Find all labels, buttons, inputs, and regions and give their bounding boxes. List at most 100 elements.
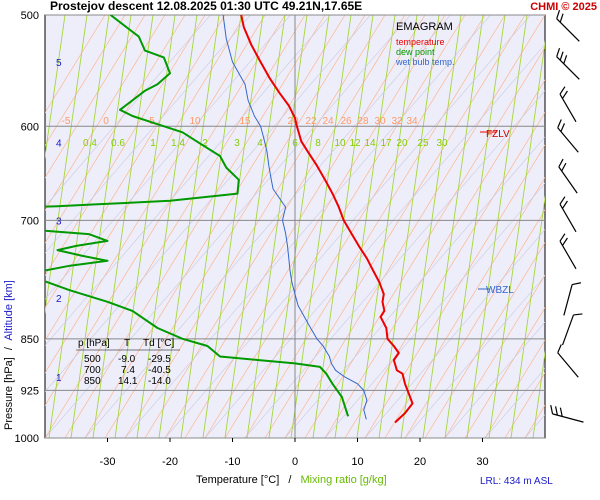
dry-adiabat-line xyxy=(184,15,446,438)
dry-adiabat-line xyxy=(364,144,545,438)
mixing-ratio-line xyxy=(180,15,242,438)
mixing-ratio-line xyxy=(312,15,374,438)
dry-adiabat-line xyxy=(45,15,206,276)
mixing-ratio-line xyxy=(246,15,308,438)
mixing-ratio-labels: 0.4 0.6 1 1.4 2 3 4 6 8 10 12 14 17 20 25 30 xyxy=(83,138,448,149)
y-axis-separator: / xyxy=(3,346,15,350)
legend-wet-bulb: wet bulb temp. xyxy=(395,57,455,67)
mixing-ratio-label: 30 xyxy=(436,138,448,149)
barb-staff xyxy=(552,413,584,423)
dry-adiabat-line xyxy=(585,15,600,438)
dry-adiabat-line xyxy=(45,15,186,244)
copyright-label: CHMI © 2025 xyxy=(530,1,597,13)
legend-temperature: temperature xyxy=(396,37,445,47)
mixing-ratio-label: 17 xyxy=(380,138,392,149)
wind-barb xyxy=(561,313,583,346)
mixing-ratio-line xyxy=(45,15,88,315)
isotherm-line xyxy=(45,15,211,207)
altitude-tick-label: 2 xyxy=(56,294,62,305)
temperature-curve xyxy=(240,15,414,424)
dry-adiabat-label: 22 xyxy=(305,116,317,127)
mixing-ratio-label: 14 xyxy=(364,138,376,149)
table-cell: -29.5 xyxy=(148,354,171,365)
barb-staff xyxy=(563,284,573,316)
x-axis-mix-label: Mixing ratio [g/kg] xyxy=(300,474,386,486)
x-axis-temp-label: Temperature [°C] xyxy=(196,474,279,486)
y-tick-label: 600 xyxy=(21,121,39,133)
barb-flag xyxy=(554,406,558,416)
mixing-ratio-label: 10 xyxy=(334,138,346,149)
altitude-tick-label: 3 xyxy=(56,216,62,227)
x-tick-label: 20 xyxy=(414,456,426,468)
barb-flag xyxy=(559,196,566,205)
mixing-ratio-line xyxy=(577,15,600,438)
wind-barb xyxy=(563,282,582,316)
y-axis-label: Pressure [hPa] / Altitude [km] xyxy=(3,280,15,430)
wetbulb-curve xyxy=(222,15,368,420)
wind-barb xyxy=(559,233,577,270)
isotherm-line xyxy=(324,182,545,438)
wind-barb xyxy=(559,86,577,123)
dry-adiabat-line xyxy=(144,15,406,438)
mixing-ratio-line xyxy=(532,350,545,438)
mixing-ratio-line xyxy=(555,15,600,438)
barb-staff xyxy=(557,127,579,153)
dry-adiabat-line xyxy=(45,15,226,309)
wind-barb xyxy=(557,344,579,378)
barb-staff xyxy=(559,93,577,123)
mixing-ratio-line xyxy=(466,15,528,438)
mixing-ratio-line xyxy=(510,195,545,438)
barb-flag xyxy=(559,86,566,95)
mixing-ratio-label: 1.4 xyxy=(171,138,185,149)
altitude-tick-label: 1 xyxy=(56,373,62,384)
mixing-ratio-line xyxy=(422,15,484,438)
mixing-ratio-line xyxy=(488,39,545,438)
isotherm-line xyxy=(565,0,600,438)
mixing-ratio-line xyxy=(158,15,220,438)
dry-adiabat-line xyxy=(444,274,545,438)
barb-flag xyxy=(561,200,568,209)
mixing-ratio-label: 12 xyxy=(349,138,361,149)
background-lines xyxy=(45,0,600,438)
y-tick-label: 925 xyxy=(21,385,39,397)
mixing-ratio-label: 25 xyxy=(417,138,429,149)
mixing-ratio-line xyxy=(70,15,132,438)
dry-adiabat-label: 24 xyxy=(322,116,334,127)
x-tick-label: 0 xyxy=(292,456,298,468)
dry-adiabat-label: 30 xyxy=(374,116,386,127)
dry-adiabat-line xyxy=(484,339,545,438)
dry-adiabat-label: 32 xyxy=(391,116,403,127)
dry-adiabat-line xyxy=(424,242,545,438)
dry-adiabat-line xyxy=(324,79,545,438)
dry-adiabat-line xyxy=(284,15,545,438)
barb-flag xyxy=(573,313,583,316)
mixing-ratio-line xyxy=(268,15,330,438)
mixing-ratio-line xyxy=(444,15,506,438)
isotherm-line xyxy=(124,15,491,438)
dry-adiabat-line xyxy=(404,209,545,438)
mixing-ratio-line xyxy=(48,15,110,438)
mixing-ratio-line xyxy=(202,15,264,438)
dry-adiabat-label: 10 xyxy=(189,116,201,127)
dry-adiabat-line xyxy=(45,15,306,438)
isotherm-line xyxy=(45,15,251,254)
y-tick-label: 1000 xyxy=(15,433,39,445)
dry-adiabat-line xyxy=(264,15,526,438)
isotherm-line xyxy=(45,15,291,300)
mixing-ratio-label: 0.4 xyxy=(83,138,97,149)
legend: EMAGRAM temperature dew point wet bulb t… xyxy=(395,21,455,67)
x-tick-label: 10 xyxy=(351,456,363,468)
dry-adiabat-label: -5 xyxy=(62,116,71,127)
barb-flag xyxy=(559,51,564,61)
wind-barbs xyxy=(550,10,584,423)
altitude-tick-label: 5 xyxy=(56,58,62,69)
y-tick-label: 700 xyxy=(21,215,39,227)
isotherm-line xyxy=(284,136,545,438)
barb-staff xyxy=(561,314,575,346)
sounding-curves xyxy=(45,15,414,424)
dry-adiabat-label: 20 xyxy=(287,116,299,127)
y-axis-pressure-label: Pressure [hPa] xyxy=(3,357,15,430)
isotherm-line xyxy=(45,15,411,438)
barb-staff xyxy=(556,56,580,80)
